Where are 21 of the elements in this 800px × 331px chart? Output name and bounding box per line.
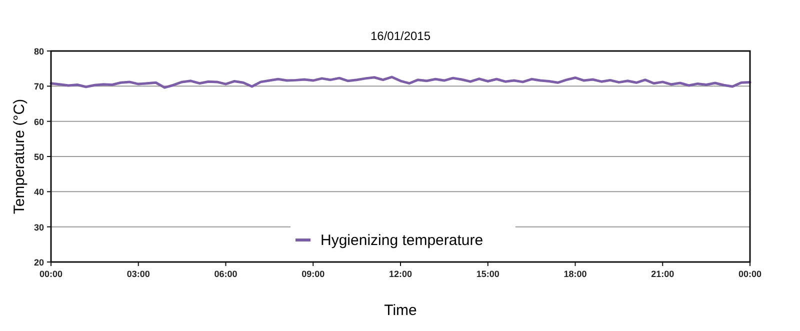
y-tick-label: 60 (34, 116, 44, 127)
x-tick-label: 00:00 (738, 269, 762, 279)
x-tick-label: 15:00 (476, 269, 500, 279)
line-series (50, 76, 752, 89)
y-axis-title: Temperature (°C) (11, 98, 28, 214)
x-axis-title: Time (384, 302, 417, 319)
y-tick-label: 20 (34, 258, 44, 268)
y-tick-label: 80 (34, 46, 44, 56)
x-tick-label: 03:00 (126, 269, 150, 279)
y-tick-label: 50 (34, 152, 44, 162)
chart-title: 16/01/2015 (370, 29, 431, 43)
x-tick-label: 09:00 (302, 269, 325, 279)
y-tick-label: 40 (34, 187, 44, 198)
y-tick-label: 70 (34, 82, 44, 92)
y-tick-label: 30 (34, 222, 44, 232)
x-tick-label: 06:00 (214, 269, 238, 279)
x-tick-label: 21:00 (651, 269, 674, 279)
legend-label: Hygienizing temperature (320, 232, 484, 249)
x-tick-label: 12:00 (388, 269, 412, 279)
x-tick-label: 00:00 (39, 269, 63, 279)
x-tick-label: 18:00 (564, 269, 587, 279)
